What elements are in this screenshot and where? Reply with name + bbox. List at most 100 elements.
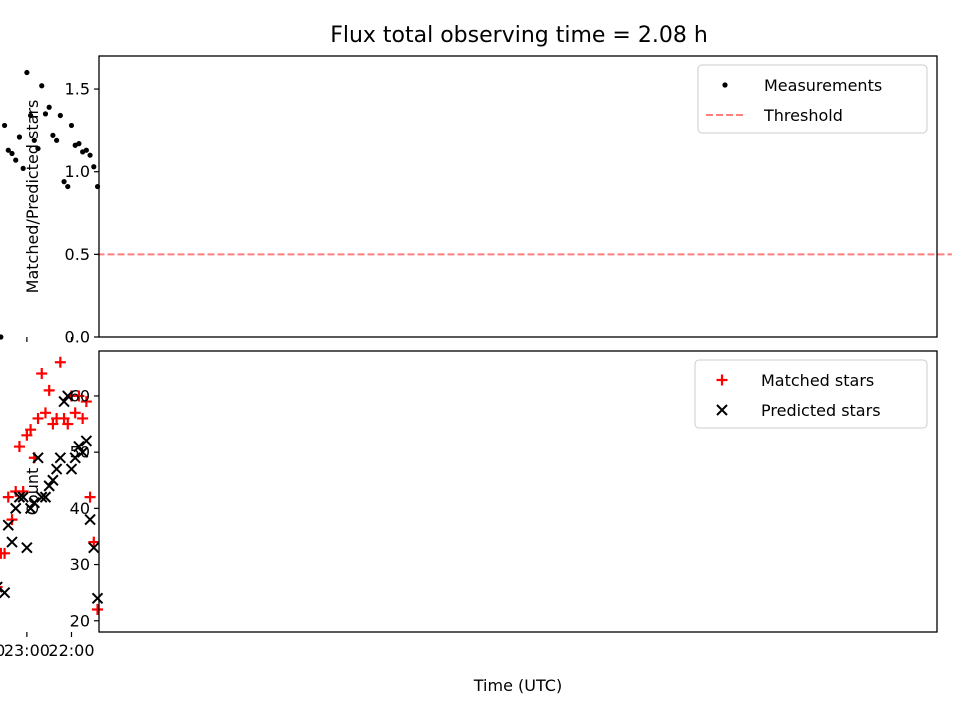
y-tick-label: 0.5 <box>65 245 90 264</box>
predicted-star-point <box>21 541 33 554</box>
legend-marker-predicted <box>716 404 728 416</box>
measurement-point <box>50 132 56 138</box>
legend-box <box>694 359 928 429</box>
matched-star-point <box>69 407 81 419</box>
predicted-star-point <box>58 395 70 408</box>
predicted-star-point <box>2 519 14 531</box>
matched-star-point <box>10 486 22 497</box>
y-tick-label: 50 <box>70 443 90 462</box>
y-axis-label: Matched/Predicted stars <box>23 100 42 294</box>
legend-label: Threshold <box>763 106 843 125</box>
axes-frame <box>98 350 938 633</box>
measurement-point <box>39 83 45 89</box>
predicted-star-point <box>62 390 74 402</box>
measurement-point <box>24 69 30 76</box>
measurement-point <box>80 149 86 155</box>
axes-frame <box>98 55 938 338</box>
measurement-point <box>61 179 67 185</box>
predicted-star-point <box>43 480 55 492</box>
measurement-point <box>16 134 23 140</box>
matched-star-point <box>51 412 63 424</box>
chart-title: Flux total observing time = 2.08 h <box>330 23 708 48</box>
y-tick-label: 30 <box>70 555 90 574</box>
measurement-point <box>13 157 19 163</box>
x-tick-label: 00:00 <box>0 641 5 660</box>
matched-star-point <box>2 491 14 503</box>
predicted-star-point <box>73 440 85 453</box>
matched-star-point <box>36 367 48 379</box>
matched-star-point <box>6 514 18 526</box>
matched-star-point <box>0 585 3 589</box>
matched-star-point <box>47 418 59 430</box>
measurement-point <box>57 112 63 119</box>
legend-label: Matched stars <box>761 371 874 390</box>
predicted-star-point <box>39 491 52 503</box>
x-tick-label: 22:00 <box>48 641 94 660</box>
matched-star-point <box>77 412 89 424</box>
x-axis-label: Time (UTC) <box>473 676 562 695</box>
measurement-point <box>0 334 4 340</box>
predicted-star-point <box>10 502 22 515</box>
measurement-point <box>20 165 26 171</box>
measurement-point <box>1 122 8 129</box>
x-tick-label: 23:00 <box>4 641 50 660</box>
predicted-star-point <box>36 491 48 503</box>
predicted-star-point <box>47 474 59 486</box>
measurement-point <box>35 145 41 152</box>
measurement-point <box>27 112 34 119</box>
matched-star-point <box>80 396 92 408</box>
predicted-star-point <box>76 446 89 458</box>
measurement-point <box>72 142 78 148</box>
legend-box <box>697 64 928 134</box>
legend-label: Measurements <box>764 76 882 95</box>
matched-star-point <box>62 418 74 430</box>
predicted-star-point <box>84 513 96 526</box>
legend-marker-measurements <box>722 82 728 88</box>
measurement-point <box>31 137 37 143</box>
matched-star-point <box>32 412 44 424</box>
y-tick-label: 1.5 <box>65 80 90 99</box>
measurement-point <box>46 104 52 110</box>
matched-star-point <box>39 407 51 419</box>
predicted-star-point <box>88 541 100 554</box>
matched-star-point <box>0 547 7 559</box>
legend-marker-matched <box>716 374 728 386</box>
measurement-point <box>68 122 75 129</box>
predicted-star-point <box>28 497 41 509</box>
y-tick-label: 20 <box>70 611 90 630</box>
predicted-star-point <box>13 491 26 503</box>
predicted-star-point <box>65 463 78 475</box>
measurement-point <box>65 183 71 190</box>
bottom-panel: 203040506022:0023:0000:0001:0002:00Count… <box>0 350 938 695</box>
predicted-star-point <box>24 502 37 515</box>
matched-star-point <box>84 491 96 503</box>
matched-star-point <box>25 424 37 436</box>
measurement-point <box>5 147 11 153</box>
measurement-point <box>87 152 93 158</box>
matched-star-point <box>88 536 100 548</box>
predicted-star-point <box>32 452 44 464</box>
predicted-star-point <box>0 581 3 593</box>
matched-star-point <box>92 604 104 616</box>
predicted-star-point <box>69 452 81 464</box>
top-panel: 0.0 0.5 1.0 1.5 Matched/Predicted stars Measu… <box>0 55 952 347</box>
measurement-point <box>54 137 60 143</box>
measurement-point <box>9 150 15 157</box>
y-axis-label: Count <box>23 468 42 516</box>
y-tick-label: 1.0 <box>65 162 90 181</box>
y-tick-label: 40 <box>70 499 90 518</box>
matched-star-point <box>43 384 55 396</box>
legend-label: Predicted stars <box>761 401 881 420</box>
measurement-point <box>42 111 49 117</box>
matched-star-point <box>54 356 66 368</box>
y-tick-label: 60 <box>70 386 90 405</box>
predicted-star-point <box>91 592 104 604</box>
predicted-star-point <box>54 452 67 464</box>
predicted-star-point <box>6 536 18 548</box>
y-tick-label: 0.0 <box>65 328 90 347</box>
predicted-star-point <box>50 463 63 475</box>
matched-star-point <box>21 429 33 441</box>
predicted-star-point <box>17 491 29 503</box>
predicted-star-point <box>80 435 93 447</box>
